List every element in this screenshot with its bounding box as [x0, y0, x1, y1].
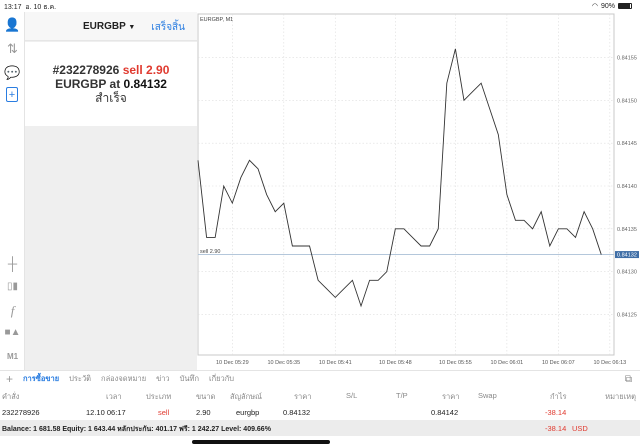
- new-order-icon[interactable]: +: [6, 87, 18, 102]
- add-icon[interactable]: +: [6, 372, 14, 386]
- symbol-selector[interactable]: EURGBP ▼: [83, 21, 136, 32]
- y-tick-label: 0.84125: [617, 313, 637, 319]
- order-panel-header: EURGBP ▼ เสร็จสิ้น: [25, 12, 197, 41]
- objects-icon[interactable]: ■▲: [4, 327, 21, 338]
- price-line: [197, 48, 602, 308]
- x-tick-label: 10 Dec 05:41: [319, 360, 352, 366]
- terminal-tabs: + การซื้อขาย ประวัติ กล่องจดหมาย ข่าว บั…: [0, 370, 640, 387]
- x-tick-label: 10 Dec 05:48: [379, 360, 412, 366]
- chart-title: EURGBP, M1: [200, 17, 233, 23]
- col-swap: Swap: [478, 391, 497, 400]
- col-order: คำสั่ง: [2, 392, 20, 401]
- tab-trade[interactable]: การซื้อขาย: [23, 374, 60, 383]
- col-time: เวลา: [106, 392, 122, 401]
- total-profit: -38.14: [545, 424, 567, 433]
- x-tick-label: 10 Dec 05:55: [439, 360, 472, 366]
- status-time-date: 13:17 อ. 10 ธ.ค.: [4, 4, 57, 11]
- current-price-badge: [615, 251, 639, 259]
- currency: USD: [572, 424, 588, 433]
- col-comment: หมายเหตุ: [605, 392, 636, 401]
- cell-open-price: 0.84132: [283, 408, 311, 417]
- order-panel: EURGBP ▼ เสร็จสิ้น #232278926 sell 2.90 …: [25, 12, 197, 370]
- trade-arrows-icon[interactable]: ⇅: [7, 40, 18, 56]
- table-row[interactable]: 232278926 12.10 06:17 sell 2.90 eurgbp 0…: [0, 404, 640, 420]
- cell-type: sell: [158, 408, 170, 417]
- current-price-label: 0.84132: [617, 253, 637, 259]
- order-price-line: EURGBP at 0.84132: [55, 77, 167, 91]
- x-tick-label: 10 Dec 06:01: [491, 360, 524, 366]
- col-open-price: ราคา: [294, 392, 312, 401]
- tab-history[interactable]: ประวัติ: [69, 374, 92, 383]
- x-tick-label: 10 Dec 06:07: [542, 360, 575, 366]
- y-tick-label: 0.84150: [617, 98, 637, 104]
- tab-about[interactable]: เกี่ยวกับ: [209, 374, 235, 383]
- home-indicator: [192, 440, 330, 444]
- crosshair-icon[interactable]: ┼: [7, 256, 18, 271]
- chart-type-icon[interactable]: ▯▮: [6, 281, 18, 292]
- x-tick-label: 10 Dec 05:35: [267, 360, 300, 366]
- timeframe-button[interactable]: M1: [6, 352, 19, 361]
- account-summary: Balance: 1 681.58 Equity: 1 643.44 หลักป…: [0, 420, 640, 436]
- y-tick-label: 0.84140: [617, 184, 637, 190]
- battery-percent: 90%: [600, 2, 615, 10]
- cell-order: 232278926: [2, 408, 40, 417]
- cell-profit: -38.14: [545, 408, 567, 417]
- plot-area: [197, 13, 615, 356]
- cell-time: 12.10 06:17: [86, 408, 126, 417]
- order-line-label: sell 2.90: [200, 249, 221, 255]
- table-header: คำสั่ง เวลา ประเภท ขนาด สัญลักษณ์ ราคา S…: [0, 387, 640, 403]
- order-ticket-line: #232278926 sell 2.90: [52, 63, 170, 77]
- balance-summary: Balance: 1 681.58 Equity: 1 643.44 หลักป…: [2, 426, 271, 433]
- tab-news[interactable]: ข่าว: [156, 374, 170, 383]
- col-symbol: สัญลักษณ์: [230, 392, 263, 401]
- col-price: ราคา: [442, 392, 460, 401]
- expand-icon[interactable]: ⧉: [624, 373, 632, 385]
- indicator-icon[interactable]: f: [10, 302, 15, 318]
- account-icon[interactable]: 👤: [4, 16, 21, 32]
- order-result-card: #232278926 sell 2.90 EURGBP at 0.84132 ส…: [25, 42, 197, 126]
- cell-symbol: eurgbp: [236, 408, 260, 417]
- battery-icon: [618, 3, 632, 9]
- cell-price: 0.84142: [431, 408, 459, 417]
- col-type: ประเภท: [146, 392, 172, 401]
- status-bar: 13:17 อ. 10 ธ.ค. ◠ 90%: [0, 0, 640, 12]
- caret-down-icon: ▼: [128, 24, 136, 31]
- x-tick-label: 10 Dec 06:13: [593, 360, 626, 366]
- y-tick-label: 0.84155: [617, 55, 637, 61]
- col-tp: T/P: [396, 391, 408, 400]
- y-tick-label: 0.84135: [617, 227, 637, 233]
- chat-icon[interactable]: 💬: [4, 64, 21, 80]
- order-result: สำเร็จ: [95, 91, 127, 105]
- col-profit: กำไร: [550, 392, 567, 401]
- status-right: ◠ 90%: [592, 2, 632, 10]
- cell-size: 2.90: [196, 408, 211, 417]
- left-sidebar: 👤 ⇅ 💬 + ┼ ▯▮ f ■▲ M1: [0, 12, 25, 370]
- y-tick-label: 0.84130: [617, 270, 637, 276]
- done-button[interactable]: เสร็จสิ้น: [151, 22, 185, 33]
- price-chart[interactable]: EURGBP, M1 sell 2.90 0.84155 0.84150 0.841…: [197, 12, 640, 370]
- col-size: ขนาด: [196, 392, 216, 401]
- wifi-icon: ◠: [591, 3, 598, 10]
- tab-journal[interactable]: บันทึก: [179, 374, 200, 383]
- col-sl: S/L: [346, 391, 358, 400]
- y-tick-label: 0.84145: [617, 141, 637, 147]
- tab-mailbox[interactable]: กล่องจดหมาย: [101, 374, 147, 383]
- chart-svg: EURGBP, M1 sell 2.90 0.84155 0.84150 0.841…: [197, 13, 639, 366]
- x-tick-label: 10 Dec 05:29: [216, 360, 249, 366]
